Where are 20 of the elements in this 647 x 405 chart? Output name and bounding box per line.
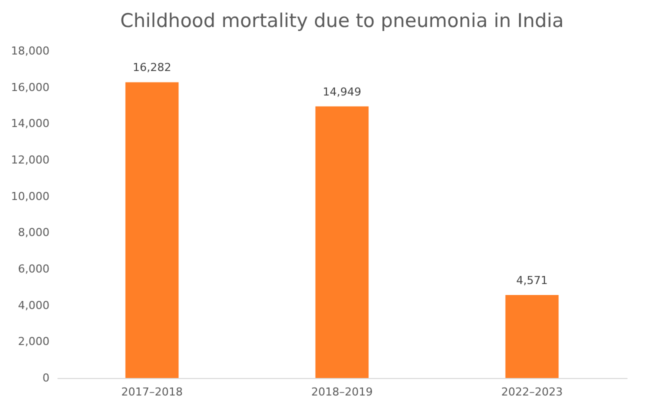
data-label: 4,571	[516, 274, 548, 287]
x-tick-label: 2017–2018	[121, 386, 183, 398]
y-tick-label: 12,000	[11, 154, 50, 166]
chart-title: Childhood mortality due to pneumonia in India	[120, 10, 564, 32]
data-label: 16,282	[132, 61, 172, 74]
y-tick-label: 10,000	[11, 190, 50, 203]
bar	[505, 294, 559, 378]
bar	[125, 82, 179, 378]
y-tick-label: 8,000	[18, 226, 50, 240]
y-tick-label: 4,000	[18, 298, 50, 312]
y-tick-label: 6,000	[18, 262, 50, 276]
y-tick-label: 0	[42, 372, 50, 384]
x-tick-label: 2018–2019	[311, 386, 373, 398]
y-tick-label: 16,000	[11, 80, 50, 94]
data-label: 14,949	[322, 85, 362, 98]
bar	[315, 106, 369, 378]
y-tick-label: 14,000	[11, 117, 50, 130]
y-tick-label: 2,000	[18, 335, 50, 348]
y-tick-label: 18,000	[11, 44, 50, 58]
x-tick-label: 2022–2023	[501, 386, 563, 398]
